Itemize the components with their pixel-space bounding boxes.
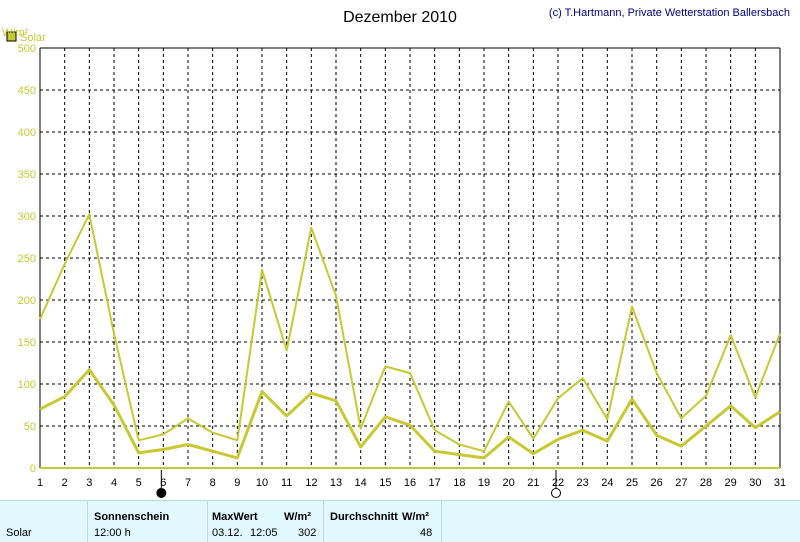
durchschnitt-value: 48 [420, 527, 433, 539]
x-tick-label: 3 [86, 477, 92, 489]
series-line-max [39, 213, 781, 453]
y-tick-label: 0 [30, 463, 36, 475]
y-tick-labels: 0 50 100 150 200 250 300 350 400 450 500 [18, 43, 36, 475]
y-tick-label: 400 [18, 127, 36, 139]
durchschnitt-unit: W/m² [402, 511, 429, 523]
x-tick-label: 28 [700, 477, 712, 489]
x-tick-label: 8 [210, 477, 216, 489]
y-tick-label: 150 [18, 337, 36, 349]
x-tick-label: 20 [503, 477, 515, 489]
x-tick-label: 16 [404, 477, 416, 489]
maxwert-header: MaxWert [212, 511, 258, 523]
x-tick-label: 17 [429, 477, 441, 489]
x-tick-label: 22 [552, 477, 564, 489]
maxwert-value: 302 [298, 527, 317, 539]
chart-title: Dezember 2010 [343, 9, 457, 26]
y-tick-label: 100 [18, 379, 36, 391]
x-tick-label: 27 [675, 477, 687, 489]
x-tick-label: 29 [725, 477, 737, 489]
x-tick-label: 10 [256, 477, 268, 489]
x-tick-label: 13 [330, 477, 342, 489]
new-moon-icon [156, 488, 167, 498]
maxwert-date: 03.12. [212, 527, 243, 539]
y-tick-label: 250 [18, 253, 36, 265]
x-tick-label: 18 [453, 477, 465, 489]
x-tick-label: 21 [527, 477, 539, 489]
x-tick-label: 1 [37, 477, 43, 489]
moon-markers [156, 470, 561, 498]
sonnenschein-header: Sonnenschein [94, 511, 170, 523]
x-tick-label: 26 [651, 477, 663, 489]
x-tick-label: 14 [355, 477, 367, 489]
series-lines [39, 213, 781, 460]
x-tick-label: 23 [577, 477, 589, 489]
x-tick-label: 24 [601, 477, 613, 489]
x-tick-label: 11 [281, 477, 292, 489]
maxwert-unit: W/m² [284, 511, 311, 523]
row-label: Solar [6, 527, 32, 539]
row-label-cell: Solar [0, 501, 88, 542]
x-tick-labels: 1 2 3 4 5 6 7 8 9 10 11 12 13 14 15 16 17 18 19 20 21 22 23 24 2… [37, 477, 786, 489]
solar-chart: Dezember 2010 (c) T.Hartmann, Private We… [2, 7, 790, 498]
full-moon-icon [551, 488, 561, 498]
x-tick-label: 4 [111, 477, 117, 489]
x-tick-label: 30 [749, 477, 761, 489]
x-tick-label: 5 [136, 477, 142, 489]
legend-swatch [6, 31, 17, 42]
x-tick-label: 25 [626, 477, 638, 489]
x-tick-label: 19 [478, 477, 490, 489]
y-tick-label: 500 [18, 43, 36, 55]
durchschnitt-header: Durchschnitt [330, 511, 398, 523]
x-tick-label: 9 [234, 477, 240, 489]
x-tick-label: 2 [62, 477, 68, 489]
y-tick-label: 50 [24, 421, 36, 433]
sonnenschein-cell: Sonnenschein 12:00 h [88, 501, 208, 542]
series-line-average [39, 368, 781, 460]
maxwert-cell: MaxWert W/m² 03.12. 12:05 302 [208, 501, 324, 542]
sonnenschein-value: 12:00 h [94, 527, 131, 539]
y-axis-label: W/m² [2, 27, 29, 39]
y-tick-label: 200 [18, 295, 36, 307]
x-tick-label: 12 [305, 477, 317, 489]
legend-label: Solar [20, 32, 46, 44]
x-tick-label: 31 [774, 477, 786, 489]
summary-table: Solar Sonnenschein 12:00 h MaxWert W/m² … [0, 500, 800, 542]
durchschnitt-cell: Durchschnitt W/m² 48 [324, 501, 442, 542]
copyright-text: (c) T.Hartmann, Private Wetterstation Ba… [549, 7, 790, 19]
x-tick-label: 6 [160, 477, 166, 489]
maxwert-time: 12:05 [250, 527, 278, 539]
y-tick-label: 350 [18, 169, 36, 181]
x-tick-label: 15 [379, 477, 391, 489]
y-tick-label: 450 [18, 85, 36, 97]
grid [39, 47, 781, 469]
y-tick-label: 300 [18, 211, 36, 223]
x-tick-label: 7 [185, 477, 191, 489]
